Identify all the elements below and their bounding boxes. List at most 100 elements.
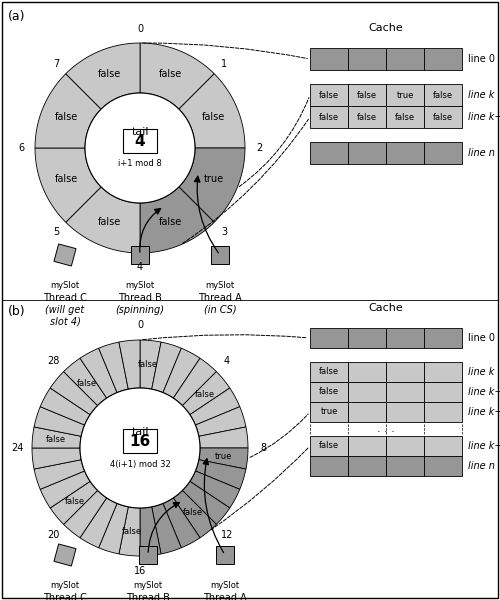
Text: (will get: (will get bbox=[46, 305, 84, 315]
Polygon shape bbox=[179, 148, 245, 222]
Text: line 0: line 0 bbox=[468, 54, 495, 64]
Text: false: false bbox=[98, 217, 121, 227]
Text: Thread C: Thread C bbox=[43, 593, 87, 600]
Polygon shape bbox=[190, 388, 240, 425]
Text: Thread B: Thread B bbox=[126, 593, 170, 600]
Bar bbox=[386, 402, 424, 422]
Text: false: false bbox=[433, 113, 453, 121]
Text: Cache: Cache bbox=[368, 23, 404, 33]
Polygon shape bbox=[34, 460, 84, 490]
Polygon shape bbox=[140, 43, 214, 109]
Bar bbox=[310, 382, 348, 402]
Bar bbox=[386, 382, 424, 402]
Text: line k+7: line k+7 bbox=[468, 441, 500, 451]
Text: slot 4): slot 4) bbox=[50, 317, 80, 327]
Bar bbox=[386, 328, 424, 348]
Text: 7: 7 bbox=[52, 59, 59, 69]
Polygon shape bbox=[32, 448, 81, 469]
Bar bbox=[310, 456, 348, 476]
Text: Cache: Cache bbox=[368, 303, 404, 313]
Text: line k: line k bbox=[468, 367, 494, 377]
Bar bbox=[386, 456, 424, 476]
Text: 4: 4 bbox=[137, 262, 143, 272]
Polygon shape bbox=[98, 342, 128, 392]
Text: 1: 1 bbox=[221, 59, 227, 69]
Bar bbox=[348, 362, 386, 382]
Polygon shape bbox=[140, 187, 214, 253]
Polygon shape bbox=[35, 148, 101, 222]
Polygon shape bbox=[80, 348, 117, 398]
Polygon shape bbox=[119, 340, 140, 389]
Bar bbox=[386, 142, 424, 164]
Text: false: false bbox=[183, 508, 204, 517]
Text: (in CS): (in CS) bbox=[204, 305, 236, 315]
Text: mySlot: mySlot bbox=[206, 281, 234, 290]
Polygon shape bbox=[40, 388, 90, 425]
Text: . . .: . . . bbox=[377, 424, 395, 434]
Bar bbox=[348, 142, 386, 164]
Text: false: false bbox=[138, 360, 158, 369]
Text: tail: tail bbox=[131, 427, 149, 437]
Polygon shape bbox=[182, 481, 230, 524]
Bar bbox=[386, 106, 424, 128]
Text: 2: 2 bbox=[256, 143, 262, 153]
Text: 3: 3 bbox=[221, 227, 227, 237]
Bar bbox=[348, 456, 386, 476]
Polygon shape bbox=[50, 371, 98, 415]
Bar bbox=[310, 84, 348, 106]
Text: false: false bbox=[46, 435, 66, 444]
Text: (b): (b) bbox=[8, 305, 25, 318]
Polygon shape bbox=[174, 490, 216, 538]
Text: (a): (a) bbox=[8, 10, 25, 23]
Text: 5: 5 bbox=[52, 227, 59, 237]
Bar bbox=[424, 142, 462, 164]
Bar bbox=[386, 48, 424, 70]
Text: false: false bbox=[319, 388, 339, 397]
Text: false: false bbox=[65, 497, 85, 506]
Text: 12: 12 bbox=[221, 530, 233, 540]
Text: line k+1: line k+1 bbox=[468, 112, 500, 122]
Polygon shape bbox=[64, 358, 106, 406]
Text: false: false bbox=[319, 367, 339, 377]
Text: mySlot: mySlot bbox=[50, 281, 80, 290]
Text: true: true bbox=[204, 173, 224, 184]
Text: mySlot: mySlot bbox=[126, 281, 154, 290]
Polygon shape bbox=[35, 74, 101, 148]
Bar bbox=[310, 436, 348, 456]
Text: 0: 0 bbox=[137, 24, 143, 34]
Bar bbox=[386, 362, 424, 382]
Text: true: true bbox=[320, 407, 338, 416]
Bar bbox=[424, 436, 462, 456]
Text: false: false bbox=[195, 390, 215, 399]
Polygon shape bbox=[119, 507, 140, 556]
Polygon shape bbox=[32, 427, 81, 448]
Text: i+1 mod 8: i+1 mod 8 bbox=[118, 160, 162, 169]
Polygon shape bbox=[140, 340, 161, 389]
Text: Thread A: Thread A bbox=[203, 593, 247, 600]
Bar bbox=[348, 382, 386, 402]
Bar bbox=[310, 362, 348, 382]
Bar bbox=[424, 48, 462, 70]
Polygon shape bbox=[199, 427, 248, 448]
Bar bbox=[424, 84, 462, 106]
Bar bbox=[310, 48, 348, 70]
Bar bbox=[424, 106, 462, 128]
Bar bbox=[348, 402, 386, 422]
Polygon shape bbox=[174, 358, 216, 406]
Bar bbox=[424, 382, 462, 402]
Polygon shape bbox=[140, 507, 161, 556]
Text: false: false bbox=[319, 442, 339, 451]
Text: 6: 6 bbox=[18, 143, 24, 153]
Polygon shape bbox=[66, 187, 140, 253]
Bar bbox=[139, 546, 157, 564]
Bar bbox=[424, 402, 462, 422]
Bar bbox=[310, 106, 348, 128]
Bar bbox=[54, 544, 76, 566]
Text: false: false bbox=[159, 217, 182, 227]
Text: false: false bbox=[98, 69, 121, 79]
Text: false: false bbox=[54, 112, 78, 122]
Text: 16: 16 bbox=[130, 433, 150, 449]
Polygon shape bbox=[64, 490, 106, 538]
Text: 16: 16 bbox=[134, 566, 146, 576]
Text: tail: tail bbox=[131, 127, 149, 137]
